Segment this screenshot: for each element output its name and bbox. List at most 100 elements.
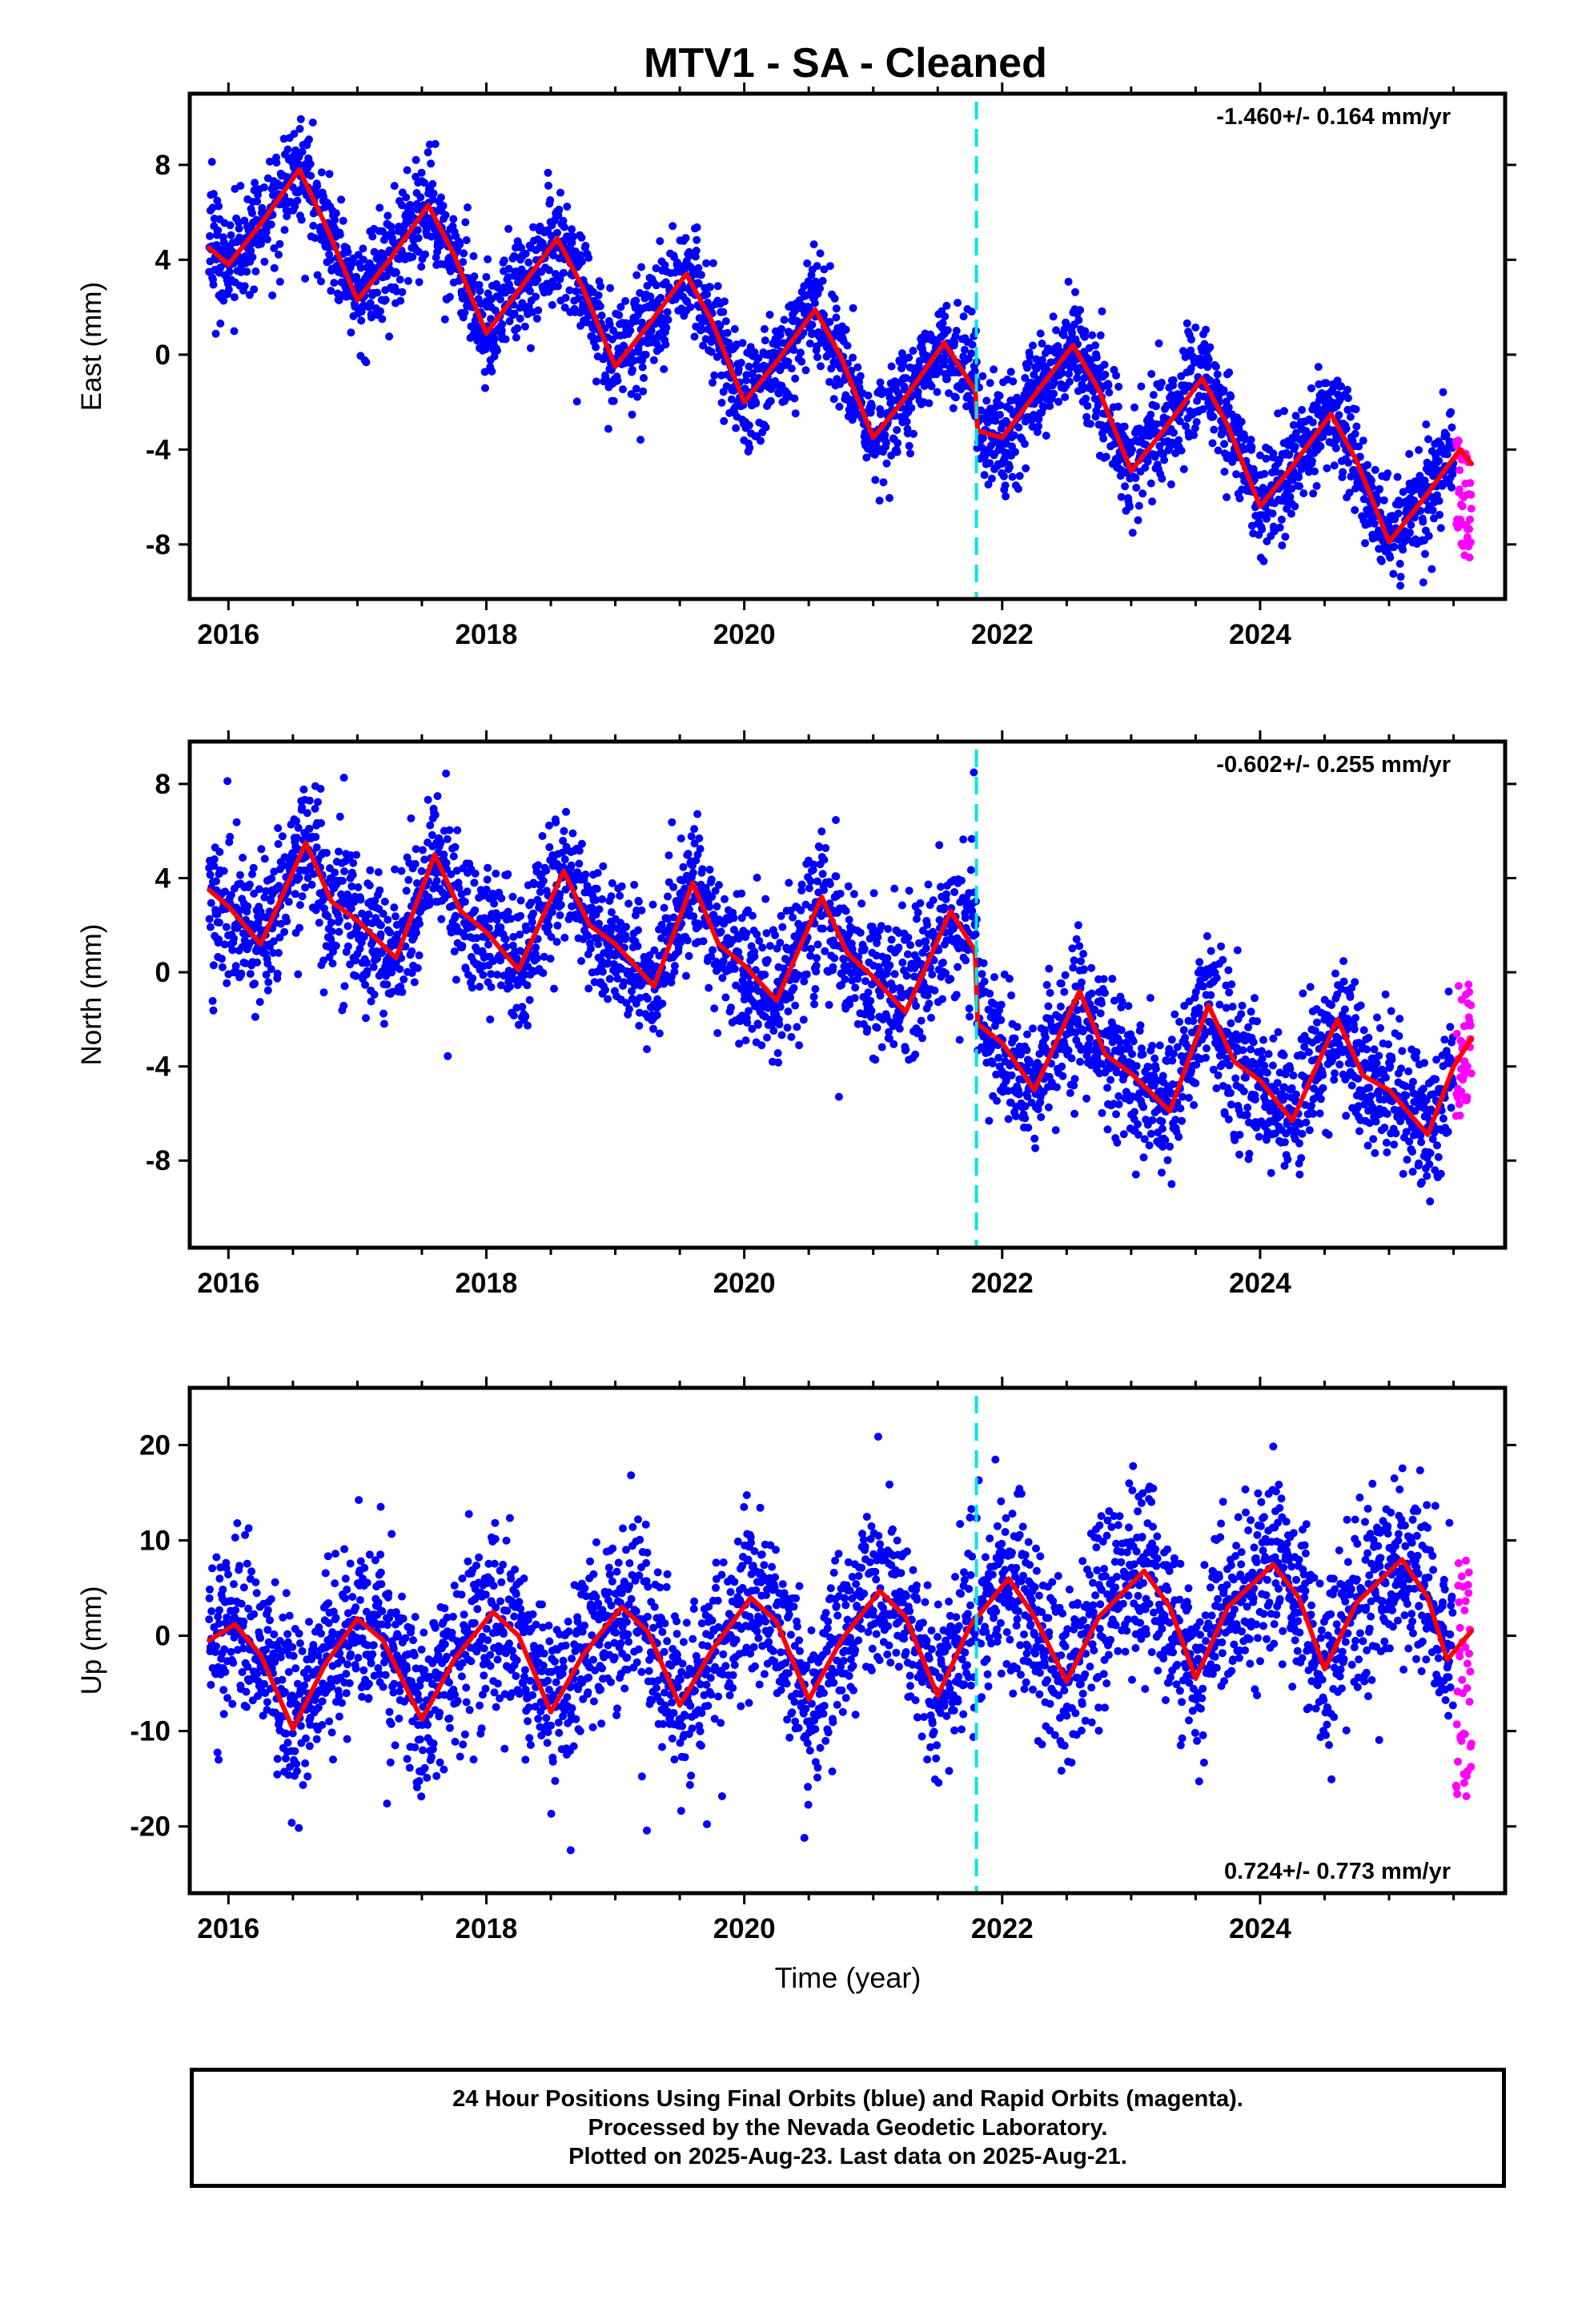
- east-final-orbit-point: [663, 308, 672, 316]
- north-final-orbit-point: [538, 832, 547, 840]
- east-final-orbit-point: [209, 190, 218, 199]
- east-final-orbit-point: [378, 315, 387, 324]
- north-final-orbit-point: [267, 965, 275, 974]
- north-final-orbit-point: [331, 868, 339, 877]
- north-final-orbit-point: [670, 962, 679, 970]
- east-final-orbit-point: [1286, 493, 1295, 501]
- east-final-orbit-point: [260, 183, 268, 191]
- north-final-orbit-point: [534, 861, 543, 870]
- east-final-orbit-point: [1313, 404, 1322, 412]
- east-final-orbit-point: [1039, 403, 1048, 412]
- east-final-orbit-point: [592, 377, 600, 386]
- east-final-orbit-point: [954, 299, 962, 308]
- east-final-orbit-point: [327, 287, 335, 296]
- north-final-orbit-point: [577, 839, 586, 848]
- east-x-tick-label: 2018: [456, 619, 518, 650]
- east-final-orbit-point: [1349, 465, 1358, 474]
- east-final-orbit-point: [1447, 408, 1456, 416]
- east-final-orbit-point: [209, 280, 218, 289]
- east-final-orbit-point: [1054, 397, 1063, 406]
- east-final-orbit-point: [1214, 446, 1223, 455]
- north-final-orbit-point: [544, 821, 553, 830]
- north-final-orbit-point: [509, 1011, 518, 1019]
- east-final-orbit-point: [1367, 476, 1375, 485]
- east-final-orbit-point: [308, 119, 317, 127]
- east-final-orbit-point: [619, 385, 627, 394]
- north-final-orbit-point: [832, 816, 840, 824]
- east-final-orbit-point: [1128, 529, 1137, 537]
- east-final-orbit-point: [544, 168, 552, 177]
- east-final-orbit-point: [568, 225, 576, 234]
- east-final-orbit-point: [1186, 346, 1195, 355]
- east-final-orbit-point: [1071, 287, 1079, 296]
- east-final-orbit-point: [716, 321, 725, 330]
- east-final-orbit-point: [493, 346, 501, 355]
- north-final-orbit-point: [257, 845, 266, 854]
- east-final-orbit-point: [893, 448, 901, 456]
- east-rapid-orbit-point: [1467, 490, 1476, 499]
- east-final-orbit-point: [927, 382, 936, 391]
- east-final-orbit-point: [331, 215, 339, 224]
- east-final-orbit-point: [1419, 517, 1427, 526]
- north-final-orbit-point: [476, 983, 484, 991]
- north-final-orbit-point: [758, 943, 767, 952]
- north-final-orbit-point: [622, 999, 631, 1007]
- north-final-orbit-point: [508, 892, 517, 901]
- north-final-orbit-point: [255, 998, 264, 1007]
- north-final-orbit-point: [436, 838, 445, 847]
- east-final-orbit-point: [701, 316, 710, 325]
- north-final-orbit-point: [757, 998, 766, 1007]
- north-final-orbit-point: [840, 955, 849, 963]
- north-final-orbit-point: [789, 913, 797, 922]
- east-final-orbit-point: [660, 365, 669, 373]
- north-final-orbit-point: [348, 870, 357, 879]
- east-final-orbit-point: [1117, 493, 1126, 501]
- east-final-orbit-point: [518, 299, 527, 308]
- north-final-orbit-point: [338, 876, 347, 885]
- east-final-orbit-point: [1147, 370, 1156, 378]
- north-final-orbit-point: [776, 939, 785, 947]
- east-final-orbit-point: [745, 444, 754, 452]
- east-final-orbit-point: [1277, 515, 1286, 524]
- north-final-orbit-point: [542, 866, 551, 875]
- north-final-orbit-point: [319, 956, 327, 965]
- east-final-orbit-point: [440, 315, 449, 324]
- north-final-orbit-point: [305, 796, 314, 805]
- north-final-orbit-point: [311, 833, 320, 842]
- north-final-orbit-point: [553, 921, 562, 930]
- north-final-orbit-point: [634, 897, 643, 906]
- east-final-orbit-point: [517, 243, 525, 252]
- east-final-orbit-point: [1158, 474, 1166, 483]
- east-final-orbit-point: [309, 221, 318, 230]
- east-final-orbit-point: [1130, 403, 1138, 412]
- north-final-orbit-point: [280, 927, 289, 936]
- east-final-orbit-point: [693, 235, 701, 244]
- east-final-orbit-point: [1058, 368, 1066, 377]
- east-final-orbit-point: [504, 224, 513, 233]
- east-final-orbit-point: [1011, 448, 1019, 456]
- north-final-orbit-point: [748, 1024, 757, 1033]
- north-final-orbit-point: [230, 934, 238, 943]
- east-rate-label: -1.460+/- 0.164 mm/yr: [1216, 104, 1451, 130]
- east-final-orbit-point: [298, 147, 307, 156]
- east-final-orbit-point: [1177, 372, 1186, 380]
- east-final-orbit-point: [520, 322, 529, 331]
- east-final-orbit-point: [1171, 449, 1180, 457]
- east-final-orbit-point: [460, 308, 469, 317]
- north-final-orbit-point: [539, 876, 548, 885]
- east-final-orbit-point: [967, 308, 976, 316]
- east-final-orbit-point: [526, 287, 534, 296]
- north-final-orbit-point: [484, 940, 492, 949]
- east-final-orbit-point: [1312, 481, 1321, 490]
- north-final-orbit-point: [730, 964, 739, 973]
- north-final-orbit-point: [376, 921, 385, 930]
- east-final-orbit-point: [1160, 456, 1169, 464]
- north-final-orbit-point: [757, 1041, 766, 1050]
- east-final-orbit-point: [1307, 384, 1315, 392]
- east-final-orbit-point: [867, 401, 876, 410]
- east-final-orbit-point: [709, 259, 717, 267]
- north-final-orbit-point: [500, 971, 508, 980]
- north-final-orbit-point: [223, 777, 232, 786]
- east-final-orbit-point: [1121, 482, 1130, 491]
- east-final-orbit-point: [1152, 420, 1161, 428]
